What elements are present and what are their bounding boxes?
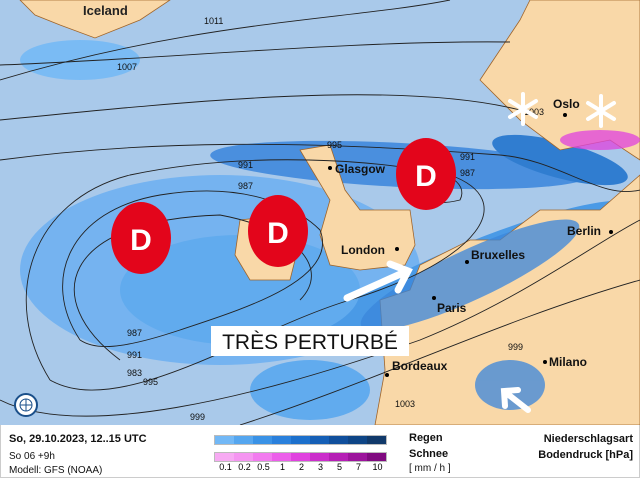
weather-map: 1011 1007 995 991 987 983 987 991 995 99… [0,0,640,425]
snow-swatch [348,453,367,461]
rain-swatch [234,436,253,444]
isobar-label: 1003 [524,107,544,117]
scale-tick: 10 [372,462,383,472]
pressure-label: Bodendruck [hPa] [538,449,633,461]
low-marker: D [267,217,289,250]
great-britain [299,144,416,271]
isobar-label: 999 [190,412,205,422]
scale-ticks: 0.1 0.2 0.5 1 2 3 5 7 10 [216,462,387,472]
snowflake-icon [508,92,616,128]
headline: TRÈS PERTURBÉ [222,331,398,354]
region-label-iceland: Iceland [83,3,128,18]
snow-swatch [310,453,329,461]
city-paris: Paris [437,301,467,315]
unit-label: [ mm / h ] [409,463,451,474]
city-berlin: Berlin [567,224,601,238]
snow-color-scale [214,452,387,462]
wind-arrow-icon [343,260,413,302]
snow-swatch [234,453,253,461]
isobar-label: 991 [238,160,253,170]
snow-label: Schnee [409,448,449,460]
low-pressure-markers: D D D [111,138,456,274]
low-marker: D [130,224,152,257]
isobar-label: 987 [238,181,253,191]
scale-tick: 0.1 [219,462,232,472]
rain-color-scale [214,435,387,445]
city-milano: Milano [549,355,587,369]
isobar-label: 983 [127,368,142,378]
scale-tick: 7 [355,462,361,472]
isobar-label: 995 [143,377,158,387]
isobar-label: 991 [460,152,475,162]
rain-label: Regen [409,432,443,444]
snow-swatch [215,453,234,461]
snow-swatch [291,453,310,461]
isobar-label: 1007 [117,62,137,72]
isobar-label: 999 [508,342,523,352]
snow-swatch [272,453,291,461]
rain-swatch [291,436,310,444]
forecast-datetime: So, 29.10.2023, 12..15 UTC [9,433,147,445]
iceland [19,0,171,39]
scale-tick: 2 [298,462,304,472]
isobar-label: 995 [327,140,342,150]
low-marker: D [415,160,437,193]
rain-swatch [215,436,234,444]
scale-tick: 5 [336,462,342,472]
rain-swatch [272,436,291,444]
model-name: Modell: GFS (NOAA) [9,465,103,476]
legend-title: Niederschlagsart [543,433,633,445]
legend-footer: So, 29.10.2023, 12..15 UTC So 06 +9h Mod… [0,425,640,478]
city-glasgow: Glasgow [335,162,386,176]
rain-swatch [329,436,348,444]
rain-swatch [367,436,386,444]
city-oslo: Oslo [553,97,580,111]
rain-swatch [253,436,272,444]
isobar-label: 1011 [204,16,223,26]
city-london: London [341,243,385,257]
precipitation-over-land [360,130,640,410]
snow-swatch [329,453,348,461]
model-run: So 06 +9h [9,451,55,462]
snow-swatch [253,453,272,461]
isobar-label: 987 [460,168,475,178]
headline-box [211,326,409,356]
city-bordeaux: Bordeaux [392,359,448,373]
scale-tick: 1 [279,462,285,472]
isobar-label: 987 [127,328,142,338]
scale-tick: 0.5 [257,462,270,472]
scale-tick: 0.2 [238,462,251,472]
wind-arrow-icon [500,387,531,413]
snow-swatch [367,453,386,461]
rain-swatch [348,436,367,444]
isobar-labels: 1011 1007 995 991 987 983 987 991 995 99… [117,16,544,422]
isobar-label: 1003 [395,399,415,409]
globe-logo-icon [14,393,38,417]
rain-swatch [310,436,329,444]
scale-tick: 3 [317,462,323,472]
cities: Glasgow London Bruxelles Paris Berlin Os… [328,97,613,377]
isobar-label: 991 [127,350,142,360]
city-bruxelles: Bruxelles [471,248,525,262]
